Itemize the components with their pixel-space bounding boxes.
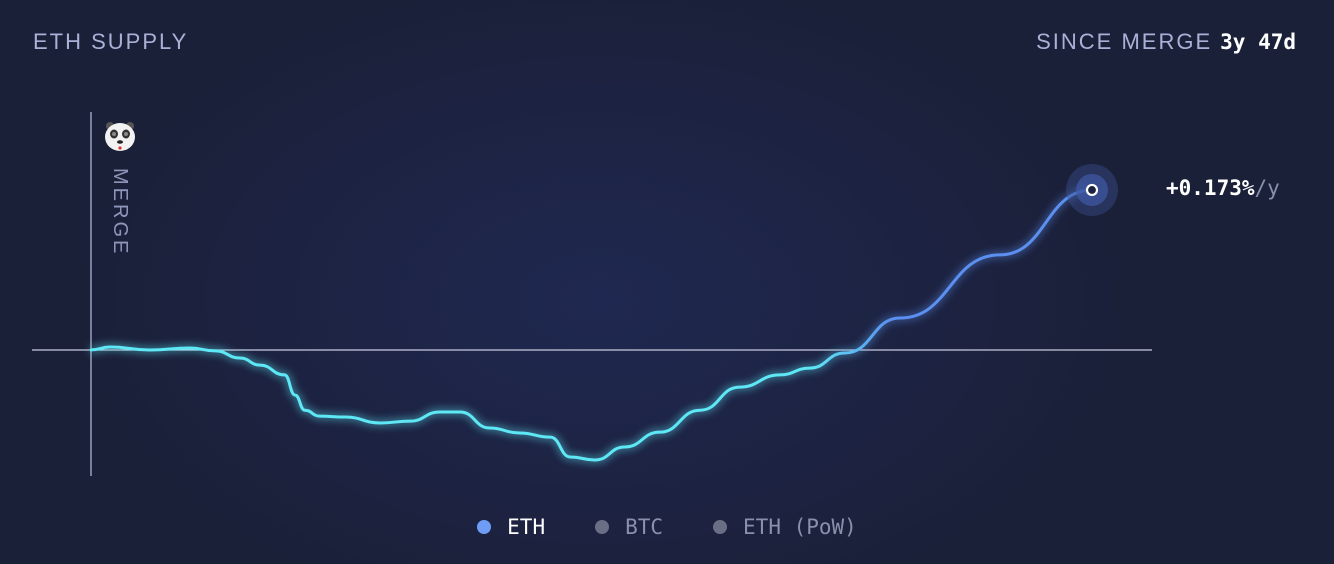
legend-dot [713, 520, 728, 534]
since-merge-label: SINCE MERGE [1036, 29, 1213, 54]
legend-item-eth-pow[interactable]: ETH (PoW) [713, 515, 857, 539]
panda-icon [104, 120, 136, 152]
legend-item-btc[interactable]: BTC [595, 515, 663, 539]
legend-label: ETH [507, 515, 546, 539]
merge-label: MERGE [109, 168, 131, 257]
chart-title: ETH SUPPLY [33, 29, 189, 54]
legend-label: ETH (PoW) [743, 515, 857, 539]
legend-dot [595, 520, 610, 534]
rate-unit: /y [1254, 176, 1280, 200]
supply-rate: +0.173%/y [1166, 176, 1280, 200]
eth-supply-line [89, 188, 1093, 462]
since-merge-value: 3y 47d [1220, 30, 1296, 54]
endpoint-marker[interactable] [1085, 183, 1099, 197]
legend: ETH BTC ETH (PoW) [0, 515, 1334, 539]
legend-item-eth[interactable]: ETH [477, 515, 545, 539]
legend-label: BTC [625, 515, 664, 539]
eth-line-glow [89, 186, 1093, 464]
since-merge: SINCE MERGE 3y 47d [1036, 29, 1296, 55]
rate-value: +0.173% [1166, 176, 1255, 200]
legend-dot [477, 520, 492, 534]
